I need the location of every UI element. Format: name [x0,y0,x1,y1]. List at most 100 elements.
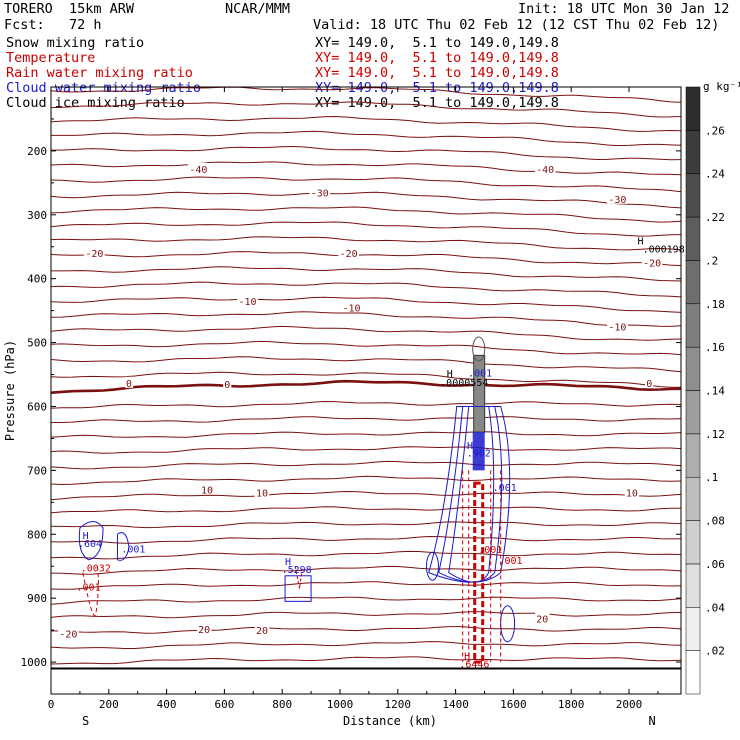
isotherm-label-bg [338,247,359,259]
colorbar-segment [685,130,701,174]
cloud-water-contour [116,532,130,561]
isotherm-label: 20 [198,625,210,636]
isotherm-line [50,311,682,327]
isotherm-label-bg [341,301,362,313]
rain-contour [82,566,99,617]
isotherm-line [50,431,682,438]
colorbar-unit: g kg⁻¹ [703,80,740,93]
isotherm-label-bg [237,295,258,307]
value-label: H [447,369,453,380]
isotherm-label: -20 [85,249,103,260]
isotherm-label: -20 [59,629,77,640]
isotherm-label: -10 [608,323,626,334]
colorbar-label: .22 [705,211,725,224]
isotherm-line [50,251,682,267]
x-tick-label: 800 [272,698,292,711]
isotherm-line [50,161,682,176]
colorbar-segment [685,390,701,435]
isotherm-line [50,656,682,665]
colorbar-segment [685,433,701,478]
isotherm-line [50,281,682,298]
isotherm-label: -20 [340,249,358,260]
field-name-rain: Rain water mixing ratio [6,65,193,81]
y-tick-label: 400 [27,273,47,286]
value-label: .001 [468,369,492,380]
isotherm-line [50,356,682,373]
isotherm-line [50,521,682,529]
isotherm-line [50,115,682,132]
forecast-hour: Fcst: 72 h [4,17,102,33]
value-label: .001 [77,583,101,594]
isotherm-label: -30 [311,188,329,199]
isotherm-line [50,475,682,486]
field-xy-snow: XY= 149.0, 5.1 to 149.0,149.8 [315,35,559,51]
isotherm-line [50,206,682,223]
isotherm-label: 0 [126,379,132,390]
isotherm-line [50,340,682,356]
colorbar-segment [685,650,701,695]
isotherm-line [50,446,682,454]
isotherm-label-bg [124,376,134,388]
y-tick-label: 1000 [21,656,48,669]
isotherm-label-bg [607,192,628,204]
y-tick-label: 200 [27,145,47,158]
axes-frame [50,86,682,695]
colorbar-segment [685,607,701,651]
isotherm-label-bg [534,162,556,174]
contour-labels: -40 -40 -30 -30 -20 -20 -20 -10 -10 -10 0 0 10 10 10 20… [58,162,685,670]
isotherm-line [50,596,682,605]
isotherm-label-bg [84,247,105,259]
value-label: .001 [498,556,522,567]
value-label: H [83,531,89,542]
x-tick-label: 1800 [558,698,585,711]
isotherm-line [50,191,682,209]
colorbar-segment [685,563,701,608]
colorbar-segment [685,303,701,348]
rain-core [473,481,485,664]
isotherm-line [50,460,682,470]
cloud-water-core [472,432,485,471]
isotherm-label-bg [535,612,550,624]
isotherm-line [51,130,682,147]
colorbar-segment [685,346,701,391]
isotherm-line [50,236,682,251]
isotherm-label: 0 [646,379,652,390]
cloud-water-contour [78,520,104,561]
isotherm-line [50,641,682,649]
x-tick-label: 1200 [385,698,412,711]
value-label: .604 [78,539,102,550]
isotherm-label: 20 [256,626,268,637]
colorbar-label: .1 [705,471,718,484]
colorbar-label: .02 [705,645,725,658]
x-end-label-north: N [648,714,655,728]
y-tick-label: 600 [27,400,47,413]
x-tick-label: 400 [157,698,177,711]
isotherm-label: -10 [238,297,256,308]
colorbar: .02 .04 .06 .08 .1 .12 .14 .16 .18 .2 .22 .24 .26 g k… [685,80,740,695]
hydrometeor-contours [78,336,516,664]
isotherm-label-bg [641,256,663,268]
x-tick-label: 1000 [327,698,354,711]
colorbar-label: .26 [705,124,725,137]
x-end-label-south: S [82,714,89,728]
isotherm-line [50,506,682,514]
isotherm-label: -20 [643,259,661,270]
isotherm-line [51,145,682,161]
isotherm-line [50,101,682,118]
isotherm-label: -30 [608,195,626,206]
isotherm-label-bg [254,486,270,498]
isotherm-line [50,611,682,619]
colorbar-label: .18 [705,298,725,311]
isotherm-label: 10 [626,489,638,500]
x-tick-label: 1600 [500,698,527,711]
colorbar-label: .14 [705,385,725,398]
cloud-water-contour [425,551,439,581]
isotherm-line [50,626,682,634]
isotherm-label: -40 [189,165,207,176]
plot-frame [50,86,682,695]
isotherm-line [50,490,682,501]
isotherm-label-bg [309,186,331,198]
colorbar-segment [685,520,701,565]
isotherm-label: -10 [343,303,361,314]
y-tick-label: 700 [27,464,47,477]
